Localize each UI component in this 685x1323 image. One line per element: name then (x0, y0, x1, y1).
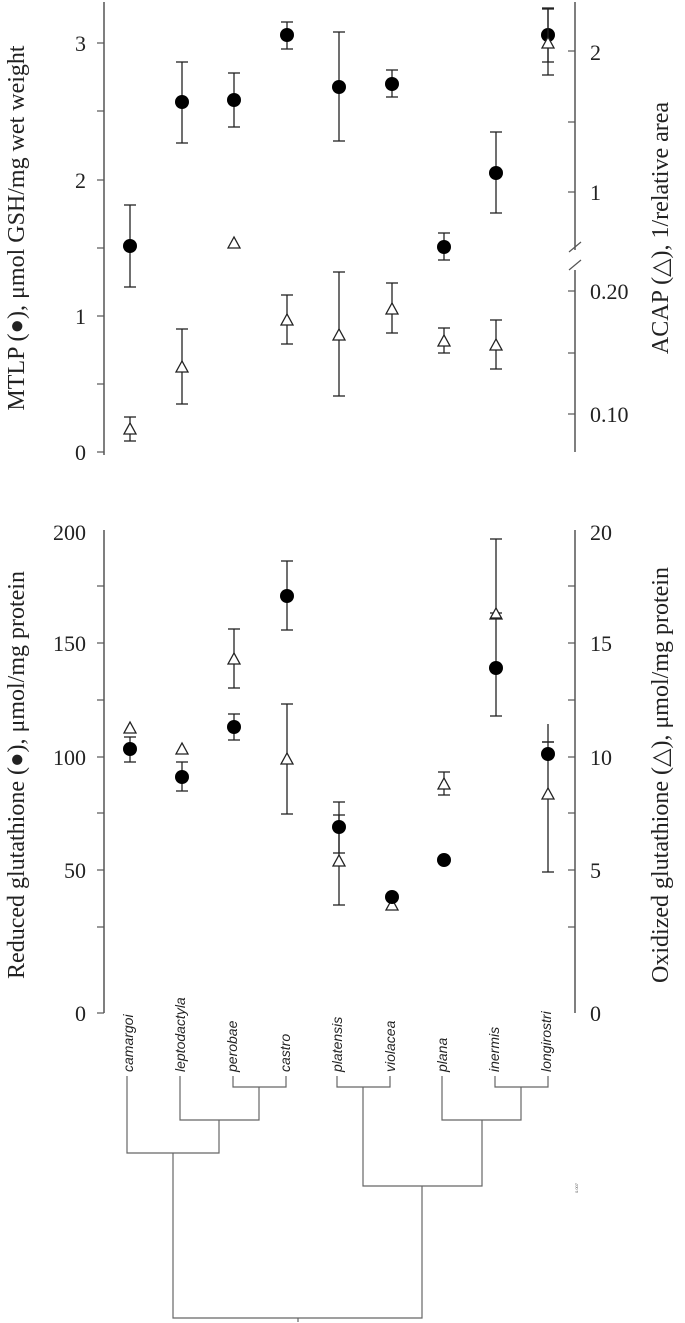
tree-inermis-longirostri (494, 1076, 549, 1088)
mtlp-perobae (227, 72, 241, 128)
top-right-tick-1: 1 (590, 180, 601, 205)
bottom-right-tick-20: 20 (590, 520, 612, 545)
top-right-ticks (568, 50, 575, 415)
top-left-ticks (97, 42, 104, 453)
top-left-tick-2: 2 (75, 168, 86, 193)
species-label-castro: castro (277, 1034, 293, 1072)
mtlp-plana (437, 232, 451, 261)
species-label-camargoi: camargoi (120, 1014, 136, 1072)
top-right-axis-title: ACAP (△), 1/relative area (648, 102, 674, 354)
gsh-inermis (489, 617, 503, 717)
gsh-longirostri (541, 724, 555, 761)
mtlp-inermis (489, 131, 503, 214)
tree-root (172, 1153, 423, 1319)
gsh-violacea (385, 890, 399, 904)
dendrogram: camargoi leptodactyla perobae castro pla… (120, 997, 579, 1322)
acap-perobae (226, 235, 242, 249)
tree-plana-clade (441, 1076, 522, 1121)
gssg-perobae (226, 628, 242, 689)
gsh-plana (437, 853, 451, 867)
bottom-left-tick-0: 0 (75, 1001, 86, 1026)
bottom-right-ticks (568, 585, 575, 928)
gssg-castro (279, 703, 295, 815)
mtlp-leptodactyla (175, 61, 189, 144)
gsh-leptodactyla (175, 761, 189, 792)
gssg-leptodactyla (174, 741, 190, 755)
mtlp-castro (280, 21, 294, 50)
bottom-right-tick-10: 10 (590, 745, 612, 770)
series-gsh (123, 560, 555, 904)
top-left-tick-0: 0 (75, 440, 86, 465)
bottom-left-ticks (97, 585, 104, 1014)
bottom-right-tick-5: 5 (590, 858, 601, 883)
bottom-left-tick-50: 50 (64, 858, 86, 883)
acap-castro (279, 294, 295, 345)
bottom-right-tick-15: 15 (590, 631, 612, 656)
acap-leptodactyla (174, 328, 190, 405)
acap-platensis (331, 271, 347, 397)
tree-lepto-clade (179, 1076, 260, 1121)
bottom-right-axis-title: Oxidized glutathione (△), μmol/mg protei… (648, 567, 674, 983)
acap-violacea (384, 282, 400, 334)
top-right-tick-010: 0.10 (590, 402, 629, 427)
top-right-tick-020: 0.20 (590, 279, 629, 304)
series-mtlp (123, 8, 555, 288)
species-label-longirostri: longirostri (538, 1010, 554, 1072)
gssg-camargoi (122, 720, 138, 734)
tree-camargoi-clade (126, 1076, 220, 1154)
bottom-panel: 0 50 100 150 200 Reduced glutathione (●)… (4, 520, 674, 1026)
acap-camargoi (122, 416, 138, 442)
gssg-inermis (488, 538, 504, 620)
species-label-perobae: perobae (224, 1020, 240, 1073)
gsh-castro (280, 560, 294, 631)
gssg-plana (436, 771, 452, 796)
gsh-platensis (332, 801, 346, 854)
top-right-tick-2: 2 (590, 40, 601, 65)
species-label-plana: plana (434, 1038, 450, 1073)
mtlp-platensis (332, 31, 346, 142)
mtlp-camargoi (123, 204, 137, 288)
axis-break-icon (568, 241, 582, 271)
gsh-camargoi (123, 736, 137, 763)
species-label-platensis: platensis (329, 1017, 345, 1073)
bottom-left-tick-100: 100 (53, 745, 86, 770)
species-label-inermis: inermis (486, 1027, 502, 1072)
tree-platensis-violacea (336, 1076, 391, 1088)
bottom-left-tick-150: 150 (53, 631, 86, 656)
gssg-violacea (384, 897, 400, 911)
series-gssg (122, 538, 556, 911)
series-acap (122, 7, 556, 442)
top-left-tick-1: 1 (75, 304, 86, 329)
bottom-left-axis-title: Reduced glutathione (●), μmol/mg protein (4, 571, 30, 979)
top-left-tick-3: 3 (75, 31, 86, 56)
species-label-violacea: violacea (382, 1020, 398, 1072)
gssg-longirostri (540, 741, 556, 873)
bottom-right-tick-0: 0 (590, 1001, 601, 1026)
top-left-axis-title: MTLP (●), μmol GSH/mg wet weight (4, 45, 30, 410)
species-label-leptodactyla: leptodactyla (172, 997, 188, 1072)
scale-label: 0.007 (574, 1182, 579, 1193)
gsh-perobae (227, 713, 241, 741)
acap-inermis (488, 319, 504, 370)
mtlp-violacea (385, 69, 399, 98)
tree-perobae-castro (232, 1076, 287, 1088)
acap-longirostri (540, 7, 556, 76)
top-panel: 0 1 2 3 MTLP (●), μmol GSH/mg wet weight… (4, 2, 674, 465)
tree-clade2-join (362, 1087, 483, 1187)
acap-plana (436, 327, 452, 354)
bottom-left-tick-200: 200 (53, 520, 86, 545)
